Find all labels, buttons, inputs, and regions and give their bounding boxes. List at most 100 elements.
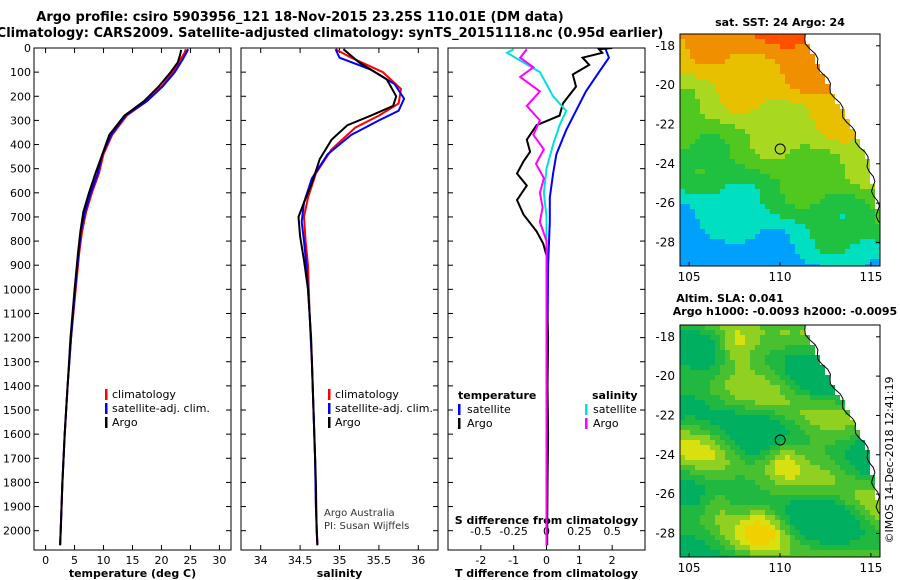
map-cell [740,179,745,184]
map-cell [810,400,815,405]
map-cell [870,104,875,109]
map-cell [680,44,685,49]
map-cell [735,109,740,114]
map-cell [765,335,770,340]
map-cell [865,189,870,194]
map-cell [740,550,745,555]
map-cell [695,189,700,194]
map-cell [835,445,840,450]
map-cell [700,119,705,124]
map-cell [775,239,780,244]
map-cell [870,214,875,219]
map-cell [735,189,740,194]
map-cell [785,360,790,365]
map-cell [760,114,765,119]
map-cell [725,420,730,425]
map-cell [680,400,685,405]
map-cell [755,44,760,49]
map-cell [720,505,725,510]
map-cell [795,330,800,335]
map-cell [725,189,730,194]
map-cell [790,174,795,179]
map-cell [810,515,815,520]
map-cell [715,144,720,149]
x-tick-label: 1 [576,554,583,567]
map-cell [710,79,715,84]
map-cell [835,194,840,199]
map-cell [715,109,720,114]
map-cell [790,44,795,49]
map-cell [755,485,760,490]
map-cell [720,39,725,44]
map-cell [780,400,785,405]
map-cell [875,520,880,525]
map-cell [755,74,760,79]
map-cell [680,99,685,104]
map-cell [715,134,720,139]
map-cell [700,84,705,89]
map-cell [715,84,720,89]
map-cell [795,400,800,405]
map-cell [700,365,705,370]
map-cell [725,209,730,214]
map-cell [845,385,850,390]
map-cell [750,244,755,249]
map-cell [765,380,770,385]
map-cell [790,475,795,480]
map-cell [840,450,845,455]
map-cell [845,189,850,194]
map-cell [750,154,755,159]
map-cell [780,545,785,550]
map-cell [740,249,745,254]
map-cell [730,224,735,229]
map-cell [715,79,720,84]
map-cell [810,89,815,94]
map-cell [870,485,875,490]
x-tick-label: 34 [254,554,268,567]
map-cell [800,520,805,525]
map-cell [735,34,740,39]
map-cell [830,495,835,500]
map-cell [745,109,750,114]
map-cell [875,84,880,89]
map-cell [835,204,840,209]
map-cell [735,405,740,410]
map-cell [805,109,810,114]
map-cell [755,375,760,380]
map-cell [680,505,685,510]
map-cell [855,495,860,500]
map-cell [725,134,730,139]
map-cell [870,370,875,375]
map-cell [860,44,865,49]
map-cell [695,365,700,370]
map-cell [710,154,715,159]
map-cell [750,390,755,395]
map-cell [700,94,705,99]
map-cell [695,385,700,390]
map-cell [850,129,855,134]
map-cell [775,109,780,114]
map-cell [720,179,725,184]
map-cell [795,360,800,365]
map-cell [780,510,785,515]
map-cell [720,214,725,219]
map-cell [790,104,795,109]
map-cell [720,385,725,390]
map-cell [705,355,710,360]
map-cell [740,440,745,445]
map-cell [780,375,785,380]
map-cell [695,199,700,204]
map-cell [860,340,865,345]
map-cell [845,139,850,144]
map-cell [695,179,700,184]
y-tick-label: 100 [10,66,31,79]
map-cell [760,89,765,94]
map-cell [735,365,740,370]
map-cell [795,264,800,266]
map-cell [760,480,765,485]
map-cell [685,455,690,460]
map-cell [795,395,800,400]
map-cell [800,149,805,154]
map-cell [830,169,835,174]
map-cell [695,119,700,124]
